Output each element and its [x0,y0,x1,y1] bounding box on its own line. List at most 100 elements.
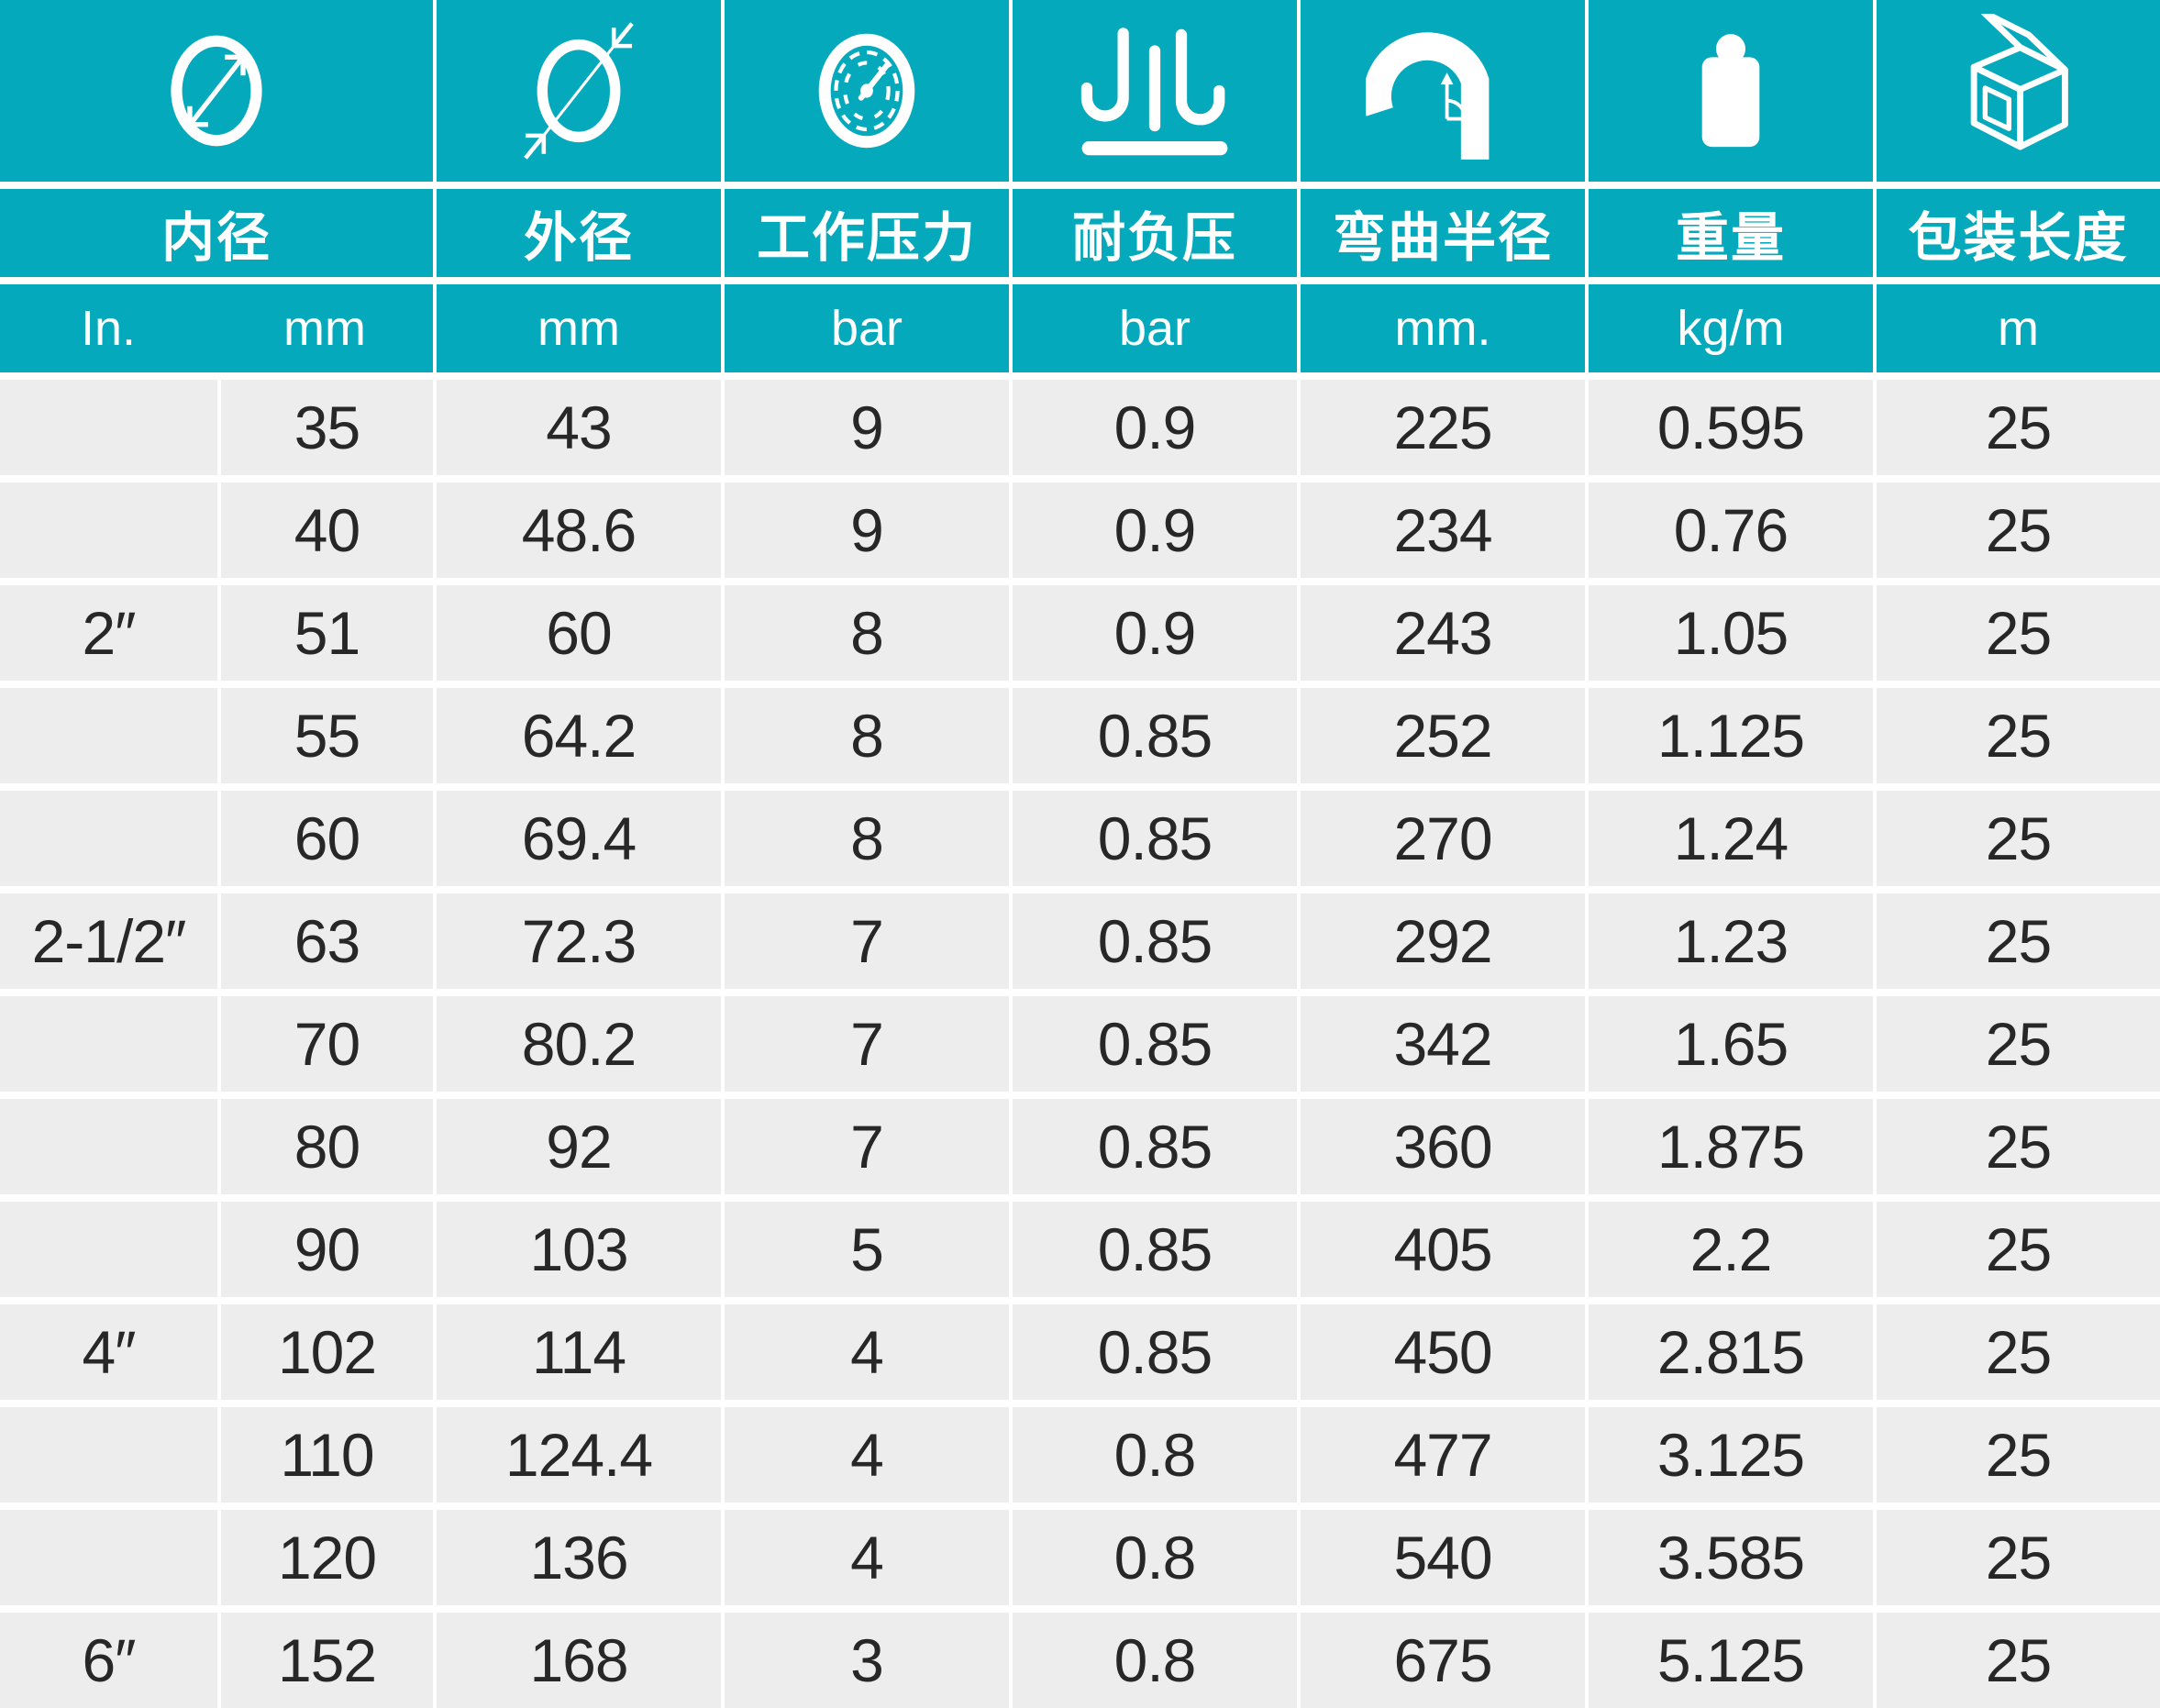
weight-icon [1701,34,1760,148]
cell-row5-bend_mm: 270 [1301,791,1585,886]
cell-row11-wp_bar: 4 [725,1407,1009,1503]
cell-row4-bend_mm: 252 [1301,688,1585,783]
column-label-inner-diameter: 内径 [161,208,271,268]
cell-row1-size_mm: 35 [221,380,433,475]
cell-row8-weight_kgm: 1.875 [1589,1099,1873,1194]
cell-row13-size_in: 6″ [0,1613,217,1708]
cell-row5-size_in [0,791,217,886]
unit-bar-wp: bar [830,301,903,356]
cell-row7-size_in [0,996,217,1092]
cell-row5-weight_kgm: 1.24 [1589,791,1873,886]
cell-row11-size_in [0,1407,217,1503]
cell-row2-bend_mm: 234 [1301,482,1585,578]
cell-row12-vacuum_bar: 0.8 [1013,1510,1297,1605]
units-cell-working-pressure: bar [725,284,1009,372]
cell-row13-vacuum_bar: 0.8 [1013,1613,1297,1708]
cell-row10-weight_kgm: 2.815 [1589,1304,1873,1400]
cell-row11-od_mm: 124.4 [437,1407,721,1503]
header-icon-cell-vacuum [1013,0,1297,182]
header-icon-cell-inner-diameter [0,0,433,182]
units-cell-package-length: m [1877,284,2160,372]
cell-row1-od_mm: 43 [437,380,721,475]
column-header-outer-diameter: 外径 [437,189,721,277]
unit-mm-inner: mm [283,301,366,356]
cell-row6-size_in: 2-1/2″ [0,893,217,989]
header-icon-cell-weight [1589,0,1873,182]
units-cell-vacuum: bar [1013,284,1297,372]
cell-row11-pack_m: 25 [1877,1407,2160,1503]
cell-row10-vacuum_bar: 0.85 [1013,1304,1297,1400]
pressure-gauge-icon [818,33,915,149]
cell-row6-bend_mm: 292 [1301,893,1585,989]
cell-row5-od_mm: 69.4 [437,791,721,886]
package-box-icon [1970,14,2068,150]
cell-row3-size_in: 2″ [0,585,217,681]
cell-row12-wp_bar: 4 [725,1510,1009,1605]
cell-row3-size_mm: 51 [221,585,433,681]
cell-row5-wp_bar: 8 [725,791,1009,886]
column-header-inner-diameter: 内径 [0,189,433,277]
cell-row8-size_in [0,1099,217,1194]
cell-row10-pack_m: 25 [1877,1304,2160,1400]
column-label-bend-radius: 弯曲半径 [1332,208,1553,268]
cell-row3-wp_bar: 8 [725,585,1009,681]
cell-row8-wp_bar: 7 [725,1099,1009,1194]
cell-row9-pack_m: 25 [1877,1202,2160,1297]
cell-row4-size_mm: 55 [221,688,433,783]
cell-row1-weight_kgm: 0.595 [1589,380,1873,475]
cell-row8-vacuum_bar: 0.85 [1013,1099,1297,1194]
column-header-vacuum: 耐负压 [1013,189,1297,277]
cell-row6-vacuum_bar: 0.85 [1013,893,1297,989]
cell-row1-vacuum_bar: 0.9 [1013,380,1297,475]
cell-row6-size_mm: 63 [221,893,433,989]
cell-row12-size_mm: 120 [221,1510,433,1605]
cell-row1-bend_mm: 225 [1301,380,1585,475]
cell-row6-weight_kgm: 1.23 [1589,893,1873,989]
cell-row13-wp_bar: 3 [725,1613,1009,1708]
cell-row8-size_mm: 80 [221,1099,433,1194]
cell-row5-size_mm: 60 [221,791,433,886]
cell-row7-bend_mm: 342 [1301,996,1585,1092]
cell-row7-size_mm: 70 [221,996,433,1092]
cell-row9-wp_bar: 5 [725,1202,1009,1297]
header-icon-cell-working-pressure [725,0,1009,182]
units-cell-inner-diameter: In. mm [0,284,433,372]
header-icon-cell-outer-diameter [437,0,721,182]
cell-row1-size_in [0,380,217,475]
cell-row10-size_in: 4″ [0,1304,217,1400]
cell-row4-size_in [0,688,217,783]
cell-row1-wp_bar: 9 [725,380,1009,475]
cell-row4-pack_m: 25 [1877,688,2160,783]
vacuum-resistance-icon [1080,28,1228,156]
column-header-bend-radius: 弯曲半径 [1301,189,1585,277]
cell-row7-od_mm: 80.2 [437,996,721,1092]
cell-row7-pack_m: 25 [1877,996,2160,1092]
cell-row8-pack_m: 25 [1877,1099,2160,1194]
cell-row1-pack_m: 25 [1877,380,2160,475]
cell-row6-od_mm: 72.3 [437,893,721,989]
header-icon-cell-package-length [1877,0,2160,182]
cell-row12-od_mm: 136 [437,1510,721,1605]
cell-row7-wp_bar: 7 [725,996,1009,1092]
column-label-weight: 重量 [1675,208,1786,268]
column-label-package-length: 包装长度 [1908,208,2129,268]
unit-inches: In. [80,301,137,356]
inner-diameter-icon [171,35,262,147]
units-cell-weight: kg/m [1589,284,1873,372]
cell-row5-vacuum_bar: 0.85 [1013,791,1297,886]
column-label-outer-diameter: 外径 [523,208,634,268]
cell-row10-od_mm: 114 [437,1304,721,1400]
unit-kg-per-m: kg/m [1677,301,1785,356]
cell-row2-size_mm: 40 [221,482,433,578]
cell-row12-pack_m: 25 [1877,1510,2160,1605]
column-label-working-pressure: 工作压力 [756,208,977,268]
cell-row13-weight_kgm: 5.125 [1589,1613,1873,1708]
cell-row12-bend_mm: 540 [1301,1510,1585,1605]
cell-row8-od_mm: 92 [437,1099,721,1194]
cell-row6-pack_m: 25 [1877,893,2160,989]
cell-row10-wp_bar: 4 [725,1304,1009,1400]
cell-row11-size_mm: 110 [221,1407,433,1503]
cell-row6-wp_bar: 7 [725,893,1009,989]
cell-row2-pack_m: 25 [1877,482,2160,578]
cell-row11-weight_kgm: 3.125 [1589,1407,1873,1503]
